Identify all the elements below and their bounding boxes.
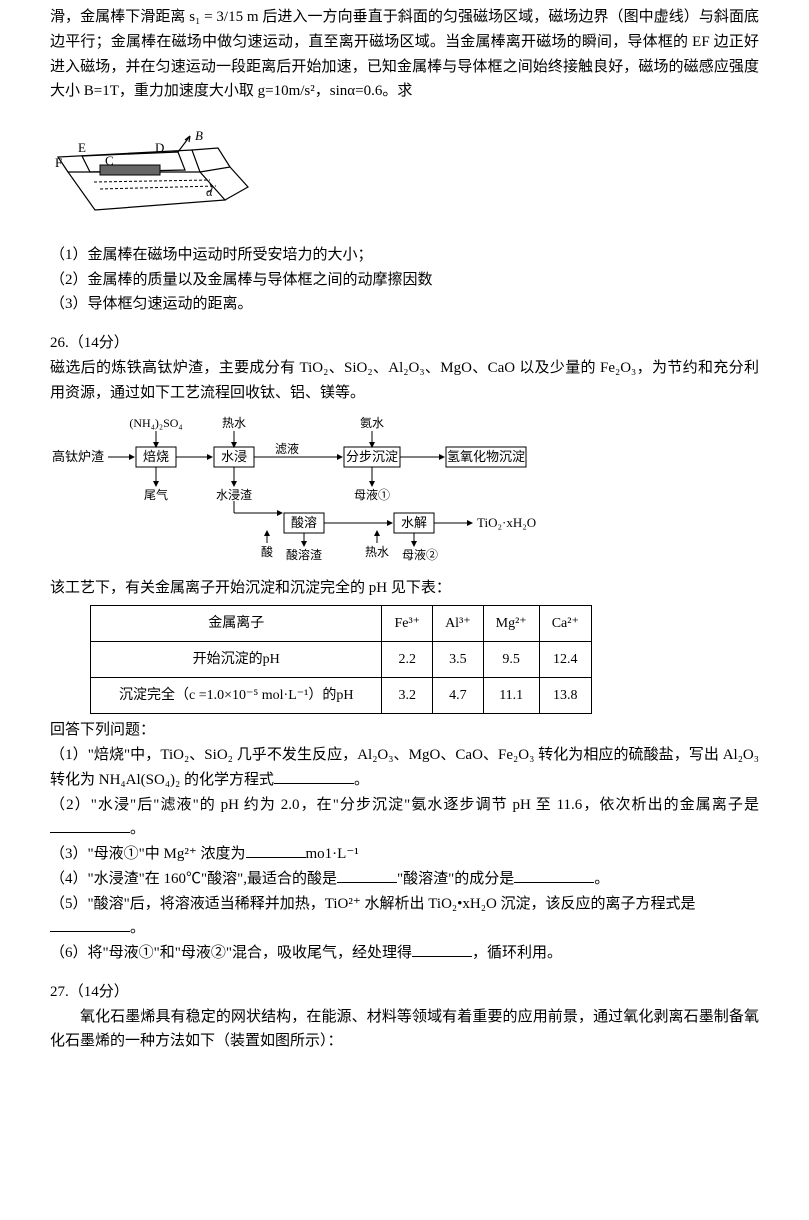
q2-text-b: 。 <box>130 821 145 837</box>
table-row: 开始沉淀的pH 2.2 3.5 9.5 12.4 <box>91 642 592 678</box>
r2-fe: 3.2 <box>382 678 433 714</box>
problem26-q2: （2）"水浸"后"滤液"的 pH 约为 2.0，在"分步沉淀"氨水逐步调节 pH… <box>50 793 759 843</box>
r1-ca: 12.4 <box>539 642 591 678</box>
problem26-q1: （1）"焙烧"中，TiO₂、SiO₂ 几乎不发生反应，Al₂O₃、MgO、CaO… <box>50 743 759 793</box>
q5-text-a: （5）"酸溶"后，将溶液适当稀释并加热，TiO²⁺ 水解析出 TiO₂•xH₂O… <box>50 896 696 912</box>
table-row: 沉淀完全（c =1.0×10⁻⁵ mol·L⁻¹）的pH 3.2 4.7 11.… <box>91 678 592 714</box>
label-e: E <box>78 140 86 155</box>
th-fe: Fe³⁺ <box>382 606 433 642</box>
svg-text:(NH₄)₂SO₄: (NH₄)₂SO₄ <box>129 416 182 430</box>
problem27-intro: 氧化石墨烯具有稳定的网状结构，在能源、材料等领域有着重要的应用前景，通过氧化剥离… <box>50 1005 759 1055</box>
label-alpha: α <box>206 185 213 199</box>
svg-text:母液①: 母液① <box>354 487 390 502</box>
q4-text-c: 。 <box>594 871 609 887</box>
svg-text:水解: 水解 <box>401 515 427 530</box>
th-mg: Mg²⁺ <box>483 606 539 642</box>
r2-ca: 13.8 <box>539 678 591 714</box>
label-c: C <box>105 153 114 168</box>
blank-q3 <box>246 843 306 858</box>
svg-text:热水: 热水 <box>365 545 389 559</box>
blank-q1 <box>274 769 354 784</box>
blank-q6 <box>412 942 472 957</box>
q3-text-a: （3）"母液①"中 Mg²⁺ 浓度为 <box>50 846 246 862</box>
q4-text-a: （4）"水浸渣"在 160℃"酸溶",最适合的酸是 <box>50 871 337 887</box>
problem26-q6: （6）将"母液①"和"母液②"混合，吸收尾气，经处理得 ，循环利用。 <box>50 941 759 966</box>
problem25-diagram: E F C D B α <box>50 112 260 222</box>
r1-al: 3.5 <box>433 642 484 678</box>
q5-text-b: 。 <box>130 920 145 936</box>
q6-text-b: ，循环利用。 <box>472 945 562 961</box>
svg-text:热水: 热水 <box>222 416 246 430</box>
svg-text:TiO₂·xH₂O: TiO₂·xH₂O <box>477 515 536 530</box>
svg-text:分步沉淀: 分步沉淀 <box>346 449 398 464</box>
r2-label: 沉淀完全（c =1.0×10⁻⁵ mol·L⁻¹）的pH <box>91 678 382 714</box>
blank-q4a <box>337 868 397 883</box>
svg-text:酸溶: 酸溶 <box>291 515 317 530</box>
problem26-intro: 磁选后的炼铁高钛炉渣，主要成分有 TiO₂、SiO₂、Al₂O₃、MgO、CaO… <box>50 356 759 406</box>
blank-q2 <box>50 818 130 833</box>
q1-text-b: 。 <box>354 772 369 788</box>
problem26-title: 26.（14分） <box>50 331 759 356</box>
problem26-q4: （4）"水浸渣"在 160℃"酸溶",最适合的酸是 "酸溶渣"的成分是 。 <box>50 867 759 892</box>
svg-text:滤液: 滤液 <box>275 441 299 456</box>
r2-al: 4.7 <box>433 678 484 714</box>
r1-mg: 9.5 <box>483 642 539 678</box>
problem26-q5: （5）"酸溶"后，将溶液适当稀释并加热，TiO²⁺ 水解析出 TiO₂•xH₂O… <box>50 892 759 942</box>
th-ion: 金属离子 <box>91 606 382 642</box>
table-header-row: 金属离子 Fe³⁺ Al³⁺ Mg²⁺ Ca²⁺ <box>91 606 592 642</box>
q6-text-a: （6）将"母液①"和"母液②"混合，吸收尾气，经处理得 <box>50 945 412 961</box>
label-b: B <box>195 128 203 143</box>
q25-3: （3）导体框匀速运动的距离。 <box>50 292 759 317</box>
problem26-answers-title: 回答下列问题： <box>50 718 759 743</box>
r1-label: 开始沉淀的pH <box>91 642 382 678</box>
svg-text:水浸: 水浸 <box>221 449 247 464</box>
svg-text:高钛炉渣: 高钛炉渣 <box>52 449 104 464</box>
blank-q4b <box>514 868 594 883</box>
svg-text:氢氧化物沉淀: 氢氧化物沉淀 <box>447 449 525 464</box>
label-f: F <box>55 155 62 170</box>
problem27-title: 27.（14分） <box>50 980 759 1005</box>
svg-text:焙烧: 焙烧 <box>143 449 169 464</box>
q2-text-a: （2）"水浸"后"滤液"的 pH 约为 2.0，在"分步沉淀"氨水逐步调节 pH… <box>50 797 759 813</box>
r2-mg: 11.1 <box>483 678 539 714</box>
r1-fe: 2.2 <box>382 642 433 678</box>
problem26-table: 金属离子 Fe³⁺ Al³⁺ Mg²⁺ Ca²⁺ 开始沉淀的pH 2.2 3.5… <box>90 605 592 714</box>
th-ca: Ca²⁺ <box>539 606 591 642</box>
q3-text-b: mo1·L⁻¹ <box>306 846 359 862</box>
svg-text:水浸渣: 水浸渣 <box>216 488 252 502</box>
q1-text-a: （1）"焙烧"中，TiO₂、SiO₂ 几乎不发生反应，Al₂O₃、MgO、CaO… <box>50 747 759 788</box>
problem25-intro: 滑，金属棒下滑距离 s₁ = 3/15 m 后进入一方向垂直于斜面的匀强磁场区域… <box>50 5 759 104</box>
problem26-q3: （3）"母液①"中 Mg²⁺ 浓度为 mo1·L⁻¹ <box>50 842 759 867</box>
blank-q5 <box>50 917 130 932</box>
problem26-flowchart: (NH₄)₂SO₄ 热水 氨水 高钛炉渣 焙烧 水浸 滤液 分步沉淀 氢氧化物沉… <box>50 411 759 570</box>
svg-text:母液②: 母液② <box>402 547 438 562</box>
svg-text:酸溶渣: 酸溶渣 <box>286 547 322 562</box>
th-al: Al³⁺ <box>433 606 484 642</box>
problem26-table-intro: 该工艺下，有关金属离子开始沉淀和沉淀完全的 pH 见下表： <box>50 576 759 601</box>
svg-text:尾气: 尾气 <box>144 487 168 502</box>
svg-text:酸: 酸 <box>261 544 273 559</box>
problem25-questions: （1）金属棒在磁场中运动时所受安培力的大小； （2）金属棒的质量以及金属棒与导体… <box>50 243 759 317</box>
q4-text-b: "酸溶渣"的成分是 <box>397 871 514 887</box>
svg-text:氨水: 氨水 <box>360 416 384 430</box>
q25-2: （2）金属棒的质量以及金属棒与导体框之间的动摩擦因数 <box>50 268 759 293</box>
label-d: D <box>155 140 164 155</box>
q25-1: （1）金属棒在磁场中运动时所受安培力的大小； <box>50 243 759 268</box>
